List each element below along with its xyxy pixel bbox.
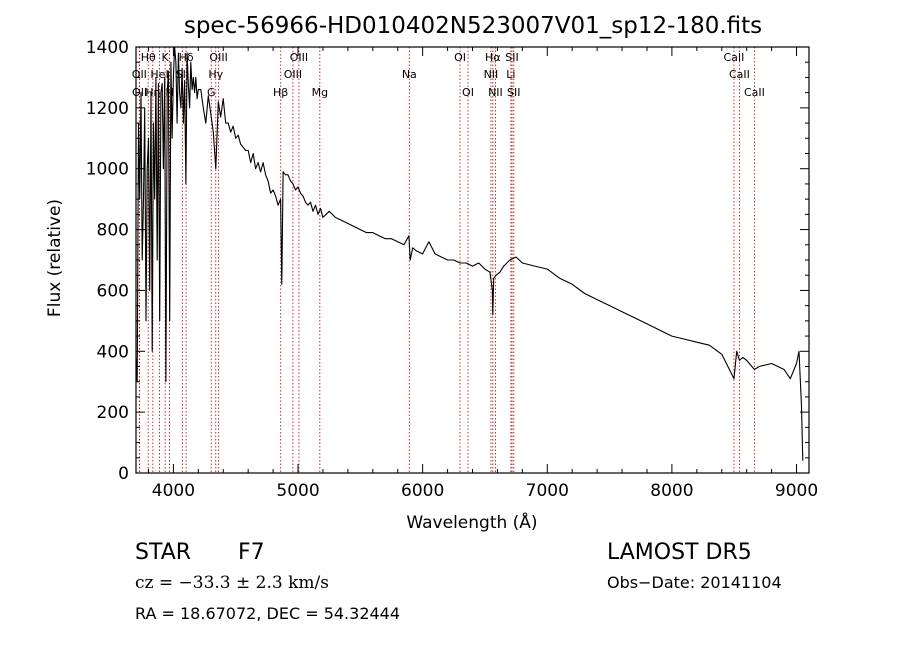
spectral-line-label: Hη (145, 86, 160, 99)
y-tick-label: 1400 (86, 38, 129, 58)
object-class-label: STAR (135, 540, 192, 565)
x-tick-label: 5000 (276, 481, 319, 501)
spectral-line-label: Hα (485, 51, 501, 64)
x-tick-label: 6000 (401, 481, 444, 501)
spectral-line-label: OIII (290, 51, 308, 64)
spectral-line-label: K (162, 51, 170, 64)
spectral-line-label: Hγ (208, 68, 223, 81)
spectral-line-label: G (207, 86, 216, 99)
x-tick-label: 8000 (650, 481, 693, 501)
chart-title: spec-56966-HD010402N523007V01_sp12-180.f… (184, 13, 762, 39)
y-axis-ticks: 0 200 400 600 800 1000 1200 1400 (86, 38, 809, 484)
spectral-line-label: CaII (744, 86, 765, 99)
y-tick-label: 600 (97, 281, 129, 301)
spectral-line-label: Mg (312, 86, 328, 99)
redshift-readout: cz = −33.3 ± 2.3 km/s (135, 573, 329, 593)
spectral-line-label: SII (507, 86, 520, 99)
spectral-line-label: Hδ (179, 51, 194, 64)
y-tick-label: 0 (118, 464, 129, 484)
object-subclass: F7 (238, 540, 265, 565)
survey-name: LAMOST DR5 (607, 540, 752, 565)
y-tick-label: 400 (97, 342, 129, 362)
spectral-line-label: Na (402, 68, 417, 81)
x-tick-label: 4000 (152, 481, 195, 501)
spectral-line-label: HeI (150, 68, 168, 81)
spectral-line-label: Hθ (141, 51, 156, 64)
y-tick-label: 1000 (86, 160, 129, 180)
spectral-line-labels: Hθ K Hδ OIII OIII OI Hα SII CaII OII HeI SII Hγ OIII N… (132, 51, 765, 99)
spectral-line-label: OIII (209, 51, 227, 64)
spectral-line-label: OIII (284, 68, 302, 81)
spectral-line-label: Li (506, 68, 515, 81)
x-axis-ticks: 4000 5000 6000 7000 8000 9000 (147, 47, 818, 501)
spectral-line-label: OI (454, 51, 466, 64)
observation-date: Obs−Date: 20141104 (607, 573, 782, 592)
sky-coordinates: RA = 18.67072, DEC = 54.32444 (135, 604, 401, 623)
spectral-line-label: CaII (729, 68, 750, 81)
y-tick-label: 200 (97, 403, 129, 423)
spectral-line-label: OII (132, 68, 147, 81)
spectral-line-label: NII (488, 86, 503, 99)
spectral-line-label: CaII (724, 51, 745, 64)
y-tick-label: 800 (97, 221, 129, 241)
x-axis-label: Wavelength (Å) (406, 511, 537, 533)
y-axis-label: Flux (relative) (45, 199, 65, 317)
spectral-line-label: NII (484, 68, 499, 81)
spectral-line-markers (138, 47, 755, 473)
x-tick-label: 7000 (526, 481, 569, 501)
spectral-line-label: SII (505, 51, 518, 64)
spectral-line-label: H (165, 86, 173, 99)
x-tick-label: 9000 (775, 481, 818, 501)
y-tick-label: 1200 (86, 99, 129, 119)
spectral-line-label: Hβ (273, 86, 288, 99)
plot-frame (135, 46, 810, 474)
spectrum-series-line (135, 46, 804, 461)
spectral-line-label: OI (462, 86, 474, 99)
